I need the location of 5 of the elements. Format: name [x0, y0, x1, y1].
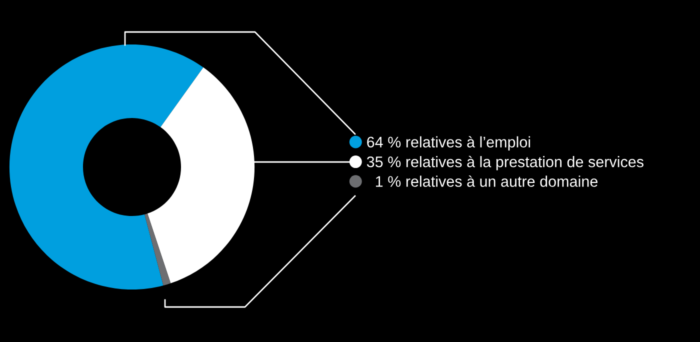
donut-slice [9, 44, 204, 290]
legend-label: 64 % relatives à l’emploi [367, 136, 530, 151]
legend-label: 35 % relatives à la prestation de services [366, 156, 644, 170]
legend-label: 1 % relatives à un autre domaine [376, 175, 598, 187]
donut-slice [144, 214, 171, 286]
